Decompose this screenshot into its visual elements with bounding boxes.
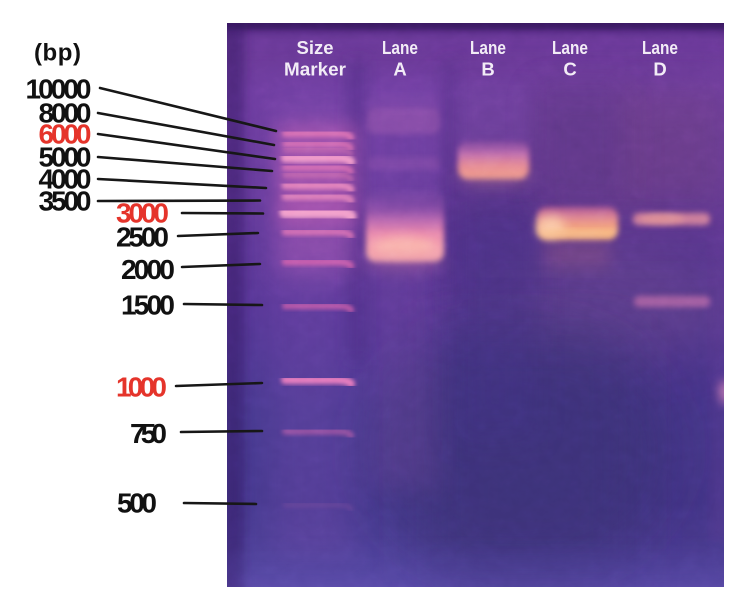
svg-text:Lane: Lane [552, 37, 588, 58]
svg-text:1000: 1000 [116, 372, 167, 403]
svg-text:2000: 2000 [121, 254, 175, 285]
svg-text:1500: 1500 [121, 290, 175, 321]
svg-text:5000: 5000 [39, 142, 92, 173]
svg-text:2500: 2500 [116, 222, 169, 253]
svg-text:C: C [563, 59, 576, 80]
svg-text:Lane: Lane [470, 37, 506, 58]
svg-text:4000: 4000 [39, 164, 92, 195]
svg-text:8000: 8000 [39, 98, 92, 129]
svg-text:Marker: Marker [284, 59, 346, 80]
svg-text:Lane: Lane [642, 37, 678, 58]
svg-text:B: B [481, 59, 494, 80]
svg-text:10000: 10000 [26, 74, 92, 105]
svg-text:750: 750 [130, 418, 167, 449]
svg-text:A: A [393, 59, 406, 80]
svg-text:Lane: Lane [382, 37, 418, 58]
svg-text:(bp): (bp) [34, 40, 81, 67]
svg-text:500: 500 [117, 487, 157, 518]
svg-text:Size: Size [296, 37, 333, 58]
svg-text:D: D [653, 59, 666, 80]
svg-text:6000: 6000 [39, 119, 92, 150]
svg-text:3500: 3500 [39, 186, 92, 217]
svg-text:3000: 3000 [116, 198, 169, 229]
